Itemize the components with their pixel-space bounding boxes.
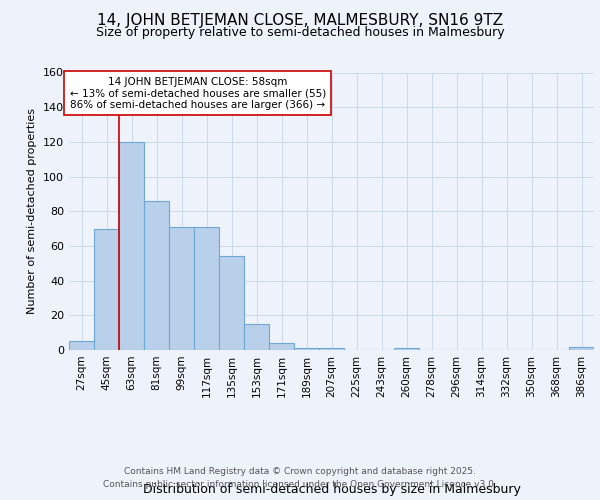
Bar <box>394 348 419 350</box>
Text: 14, JOHN BETJEMAN CLOSE, MALMESBURY, SN16 9TZ: 14, JOHN BETJEMAN CLOSE, MALMESBURY, SN1… <box>97 12 503 28</box>
Bar <box>294 348 319 350</box>
Text: Contains HM Land Registry data © Crown copyright and database right 2025.
Contai: Contains HM Land Registry data © Crown c… <box>103 468 497 489</box>
Bar <box>244 324 269 350</box>
Bar <box>569 346 594 350</box>
Bar <box>319 348 344 350</box>
Text: 14 JOHN BETJEMAN CLOSE: 58sqm
← 13% of semi-detached houses are smaller (55)
86%: 14 JOHN BETJEMAN CLOSE: 58sqm ← 13% of s… <box>70 76 326 110</box>
Bar <box>144 201 169 350</box>
Bar <box>69 342 94 350</box>
Text: Size of property relative to semi-detached houses in Malmesbury: Size of property relative to semi-detach… <box>95 26 505 39</box>
Bar <box>94 228 119 350</box>
X-axis label: Distribution of semi-detached houses by size in Malmesbury: Distribution of semi-detached houses by … <box>143 483 520 496</box>
Bar <box>169 227 194 350</box>
Bar <box>269 343 294 350</box>
Y-axis label: Number of semi-detached properties: Number of semi-detached properties <box>28 108 37 314</box>
Bar <box>119 142 144 350</box>
Bar <box>219 256 244 350</box>
Bar <box>194 227 219 350</box>
